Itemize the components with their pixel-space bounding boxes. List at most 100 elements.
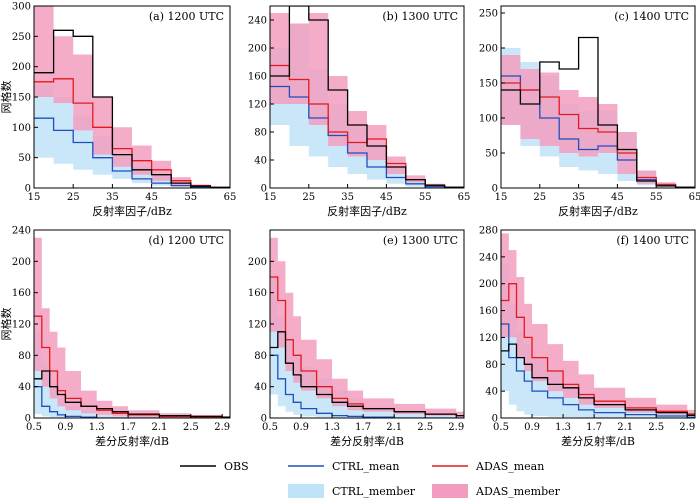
legend-obs-label: OBS [224,460,249,473]
x-tick-label: 0.9 [57,422,73,433]
x-tick-label: 25 [67,192,80,203]
x-tick-label: 35 [341,192,354,203]
x-tick-label: 1.7 [355,422,371,433]
panel-b: 15 25 35 45 55 65 0 40 80 120 160 200 240 (b) 1300 UT… [248,5,471,218]
y-tick-label: 280 [479,226,498,237]
panel-title: (c) 1400 UTC [614,10,689,23]
x-tick-label: 0.9 [524,422,540,433]
y-tick-label: 150 [12,93,31,104]
y-tick-label: 50 [485,149,498,160]
adas-member-band [270,13,464,188]
x-tick-label: 1.7 [586,422,602,433]
plot-area [34,6,230,188]
panel-d: 0.5 0.9 1.3 1.7 2.1 2.5 2.9 0 40 80 120 160 200 240 (d… [0,226,231,448]
x-axis-label: 差分反射率/dB [561,434,635,448]
ctrl-mean-line [34,386,230,418]
legend-ctrl-mean-label: CTRL_mean [332,460,399,473]
obs-line [501,343,695,416]
y-tick-label: 300 [12,2,31,13]
x-tick-label: 1.3 [324,422,340,433]
y-axis-label: 网格数 [0,308,13,341]
y-tick-label: 200 [479,44,498,55]
x-tick-label: 2.9 [679,422,695,433]
y-tick-label: 40 [254,382,267,393]
legend-ctrl-member-label: CTRL_member [332,485,416,498]
y-tick-label: 100 [12,123,31,134]
y-axis-label: 网格数 [0,81,13,114]
y-tick-label: 120 [12,320,31,331]
ctrl-member-band [34,331,230,418]
x-tick-label: 0.5 [26,422,42,433]
legend-adas-mean-label: ADAS_mean [475,460,544,473]
obs-line [270,331,464,417]
x-tick-label: 65 [458,192,471,203]
y-tick-label: 240 [248,16,267,27]
x-tick-label: 45 [145,192,158,203]
legend: OBS CTRL_mean ADAS_mean CTRL_member ADAS_mem… [180,460,561,498]
y-tick-label: 0 [261,414,267,425]
panel-f: 0.5 0.9 1.3 1.7 2.1 2.5 2.9 0 40 80 120 160 200 240 28… [479,226,696,448]
x-tick-label: 65 [224,192,237,203]
x-tick-label: 2.5 [183,422,199,433]
y-tick-label: 150 [479,79,498,90]
adas-member-band [270,237,464,418]
x-tick-label: 0.9 [293,422,309,433]
y-tick-label: 0 [25,184,31,195]
x-tick-label: 55 [419,192,432,203]
x-tick-label: 1.3 [89,422,105,433]
y-tick-label: 200 [248,44,267,55]
y-tick-label: 200 [12,62,31,73]
x-tick-label: 15 [264,192,277,203]
panel-title: (b) 1300 UTC [382,10,458,23]
y-tick-label: 80 [254,351,267,362]
y-tick-label: 160 [12,288,31,299]
x-tick-label: 2.1 [386,422,402,433]
y-tick-label: 200 [12,257,31,268]
x-tick-label: 2.1 [617,422,633,433]
ctrl-member-band [34,84,230,188]
x-tick-label: 45 [611,192,624,203]
panel-e: 0.5 0.9 1.3 1.7 2.1 2.5 2.9 0 40 80 120 160 200 (e) 1… [248,229,465,448]
legend-adas-member-label: ADAS_member [475,485,561,498]
y-tick-label: 80 [254,128,267,139]
x-tick-label: 45 [380,192,393,203]
x-tick-label: 2.9 [448,422,464,433]
panel-c: 15 25 35 45 55 65 0 50 100 150 200 250 (c) 1400 UTC 反… [479,5,700,218]
x-tick-label: 25 [302,192,315,203]
x-axis-label: 差分反射率/dB [330,434,404,448]
y-tick-label: 0 [261,184,267,195]
x-tick-label: 55 [650,192,663,203]
x-tick-label: 0.5 [262,422,278,433]
x-tick-label: 35 [572,192,585,203]
panel-title: (e) 1300 UTC [383,234,458,247]
y-tick-label: 240 [12,226,31,237]
y-tick-label: 160 [248,288,267,299]
plot-frame [500,229,696,419]
y-tick-label: 40 [254,156,267,167]
x-tick-label: 2.5 [648,422,664,433]
y-tick-label: 0 [492,414,498,425]
y-tick-label: 240 [479,252,498,263]
panel-title: (a) 1200 UTC [149,10,224,23]
x-axis-label: 反射率因子/dBz [558,204,638,218]
x-tick-label: 0.5 [493,422,509,433]
ctrl-member-band [270,23,464,188]
y-tick-label: 80 [18,351,31,362]
y-tick-label: 160 [248,72,267,83]
y-tick-label: 250 [12,32,31,43]
plot-area [501,36,695,188]
x-tick-label: 25 [533,192,546,203]
x-axis-label: 反射率因子/dBz [327,204,407,218]
x-tick-label: 2.5 [417,422,433,433]
x-tick-label: 55 [184,192,197,203]
x-tick-label: 1.7 [120,422,136,433]
y-tick-label: 120 [479,333,498,344]
panel-title: (f) 1400 UTC [616,234,689,247]
y-tick-label: 250 [479,9,498,20]
y-tick-label: 200 [479,279,498,290]
y-tick-label: 50 [18,153,31,164]
y-tick-label: 80 [485,360,498,371]
y-tick-label: 200 [248,257,267,268]
x-axis-label: 差分反射率/dB [95,434,169,448]
